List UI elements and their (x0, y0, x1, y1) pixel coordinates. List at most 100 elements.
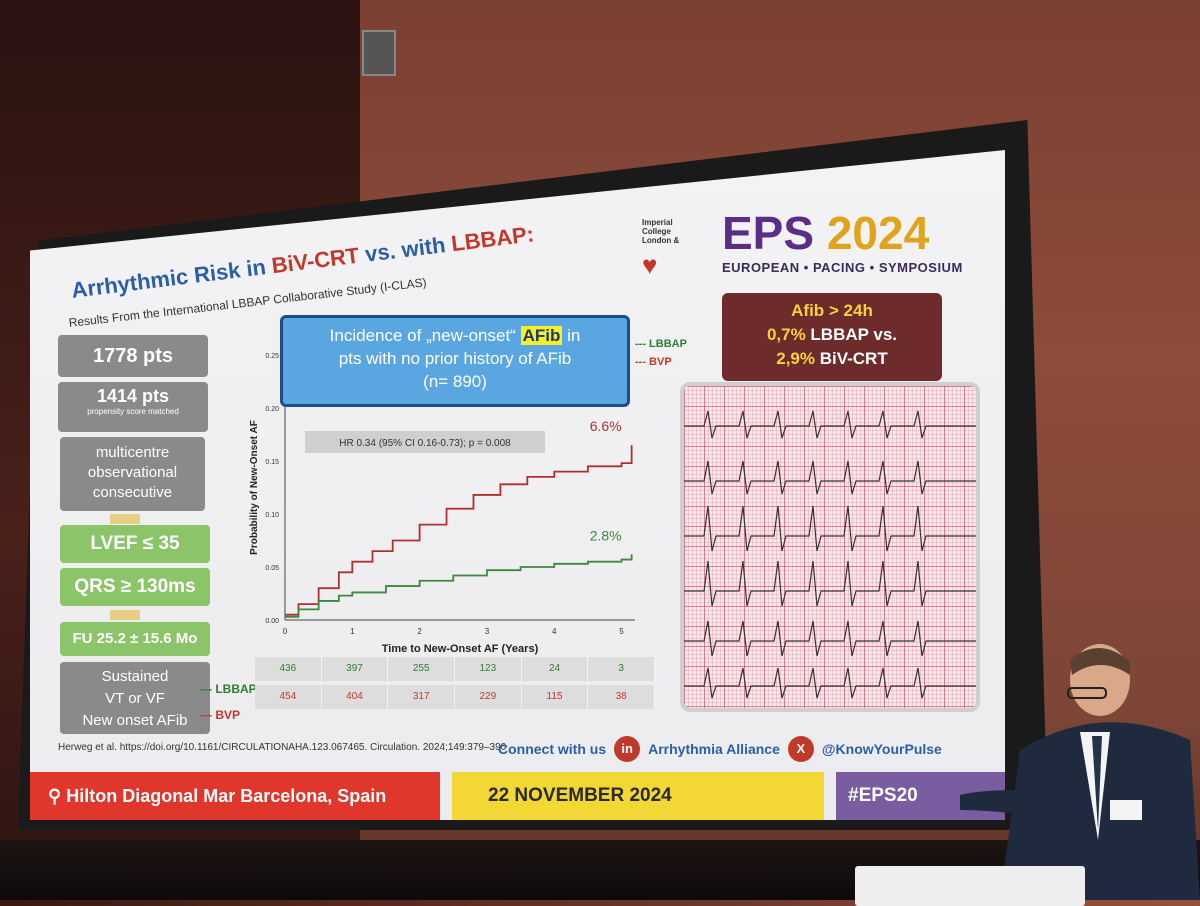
location-pin-icon: ⚲ (48, 786, 62, 806)
y-tick-label: 0.05 (265, 565, 279, 572)
outcome-line-1: Sustained (101, 668, 169, 685)
x-tick-label: 3 (485, 627, 490, 636)
presentation-slide: Arrhythmic Risk in BiV-CRT vs. with LBBA… (30, 150, 1005, 820)
title-part-in: in (238, 253, 274, 283)
date-bar: 22 NOVEMBER 2024 (452, 772, 824, 820)
matched-note: propensity score matched (87, 407, 179, 416)
afib-24h-box: Afib > 24h 0,7% LBBAP vs. 2,9% BiV-CRT (722, 293, 942, 381)
hr-annotation: HR 0.34 (95% CI 0.16-0.73); p = 0.008 (339, 438, 511, 449)
matched-box: 1414 pts propensity score matched (58, 382, 208, 432)
risk-lbbap-cell: 397 (321, 657, 389, 681)
title-part-risk: Arrhythmic Risk (70, 257, 242, 303)
linkedin-icon[interactable]: in (614, 736, 641, 762)
series-line-bvp (285, 445, 633, 616)
risk-bvp-cell: 404 (321, 685, 389, 709)
presenter-badge (1110, 800, 1142, 820)
risk-bvp-cell: 38 (588, 685, 656, 709)
incidence-line-1: Incidence of „new-onset“ AFib in (283, 324, 627, 347)
incidence-line-2: pts with no prior history of AFib (338, 349, 572, 368)
y-tick-label: 0.00 (265, 618, 279, 625)
study-design-line-1: multicentre (95, 444, 170, 461)
legend-bvp: --- BVP (635, 356, 672, 368)
outcome-line-3: New onset AFib (82, 712, 188, 729)
lvef-box: LVEF ≤ 35 (60, 525, 210, 563)
presenter-arm (960, 790, 1025, 815)
afib-box-line-2: 0,7% LBBAP vs. (722, 323, 942, 347)
afib-lbbap-rate: 0,7% (766, 325, 806, 344)
presenter-shirt (1080, 732, 1110, 840)
down-arrow-icon (110, 514, 140, 524)
title-part-bivcrt: BiV-CRT (270, 242, 361, 279)
matched-count: 1414 pts (96, 386, 170, 406)
kaplan-meier-chart: 0.00 0.05 0.10 0.15 0.20 0.25 0 1 2 3 4 5 Time to Ne… (249, 353, 635, 655)
x-tick-label: 1 (350, 627, 355, 636)
presenter-glasses (1067, 687, 1107, 699)
eps-letters: EPS (722, 207, 815, 259)
social-links: Connect with us in Arrhythmia Alliance X… (498, 736, 942, 762)
eps-year: 2024 (826, 207, 930, 259)
x-icon[interactable]: X (787, 736, 814, 762)
risk-bvp-cell: 317 (388, 685, 456, 709)
afib-bivcrt-rate: 2,9% (776, 349, 815, 368)
heart-logo-icon: ♥ (642, 250, 658, 280)
twitter-handle-link[interactable]: @KnowYourPulse (821, 741, 942, 757)
title-part-lbbap: LBBAP: (449, 221, 536, 257)
eps-tagline: EUROPEAN • PACING • SYMPOSIUM (722, 260, 963, 275)
incidence-afib-highlight: AFib (520, 326, 563, 345)
down-arrow-icon (110, 610, 140, 620)
outcome-line-2: VT or VF (105, 690, 165, 707)
number-at-risk-table: 436 397 255 123 24 3 454 404 317 229 115 38 (255, 657, 656, 713)
eps-wordmark: EPS 2024 (722, 206, 929, 260)
presenter-figure (960, 644, 1200, 900)
risk-row-label-bvp: --- BVP (200, 708, 240, 722)
title-part-vs: vs. with (357, 231, 453, 268)
end-label-bvp: 6.6% (590, 418, 622, 434)
legend-lbbap: --- LBBAP (635, 338, 687, 350)
risk-row-lbbap: 436 397 255 123 24 3 (255, 657, 656, 681)
risk-bvp-cell: 229 (455, 685, 522, 709)
study-design-line-2: observational (87, 464, 178, 481)
y-tick-label: 0.20 (265, 406, 279, 413)
incidence-line-3: (n= 890) (423, 372, 487, 391)
hr-annotation-box (305, 431, 545, 453)
afib-bivcrt-label: BiV-CRT (815, 349, 888, 368)
y-tick-label: 0.15 (265, 459, 279, 466)
x-axis-label: Time to New-Onset AF (Years) (382, 643, 539, 655)
y-tick-label: 0.25 (265, 353, 279, 360)
location-bar: ⚲ Hilton Diagonal Mar Barcelona, Spain (30, 772, 440, 820)
alliance-link[interactable]: Arrhythmia Alliance (648, 741, 780, 757)
incidence-text-b: in (562, 326, 581, 345)
end-label-lbbap: 2.8% (590, 527, 622, 543)
study-design-line-3: consecutive (92, 484, 173, 501)
risk-bvp-cell: 454 (255, 685, 322, 709)
followup-box: FU 25.2 ± 15.6 Mo (60, 622, 210, 656)
y-axis-label: Probability of New-Onset AF (249, 420, 260, 555)
y-tick-label: 0.10 (265, 512, 279, 519)
risk-lbbap-cell: 436 (255, 657, 322, 681)
series-line-lbbap (285, 554, 633, 618)
ecg-strip-image (680, 382, 980, 712)
presenter-hair (1070, 647, 1130, 675)
x-tick-label: 0 (283, 627, 288, 636)
incidence-box: Incidence of „new-onset“ AFib in pts wit… (280, 315, 630, 407)
x-tick-label: 2 (417, 627, 422, 636)
location-text: Hilton Diagonal Mar Barcelona, Spain (66, 786, 387, 806)
risk-lbbap-cell: 255 (388, 657, 456, 681)
eps-logo-block: Imperial College London & ♥ EPS 2024 EUR… (642, 207, 982, 300)
afib-box-line-3: 2,9% BiV-CRT (722, 347, 942, 371)
citation: Herweg et al. https://doi.org/10.1161/CI… (58, 742, 507, 753)
outcome-box: Sustained VT or VF New onset AFib (60, 662, 210, 734)
study-design-box: multicentre observational consecutive (60, 437, 205, 511)
afib-lbbap-label: LBBAP vs. (805, 325, 898, 344)
institution-label: Imperial College London & (642, 218, 680, 245)
presenter-tie (1092, 736, 1102, 830)
risk-bvp-cell: 115 (521, 685, 589, 709)
afib-box-heading: Afib > 24h (791, 301, 873, 320)
lectern (855, 866, 1085, 906)
incidence-text-a: Incidence of „new-onset“ (329, 326, 521, 345)
risk-row-label-lbbap: --- LBBAP (200, 682, 257, 696)
qrs-box: QRS ≥ 130ms (60, 568, 210, 606)
risk-lbbap-cell: 3 (588, 657, 656, 681)
x-tick-label: 4 (552, 627, 557, 636)
risk-lbbap-cell: 123 (455, 657, 522, 681)
